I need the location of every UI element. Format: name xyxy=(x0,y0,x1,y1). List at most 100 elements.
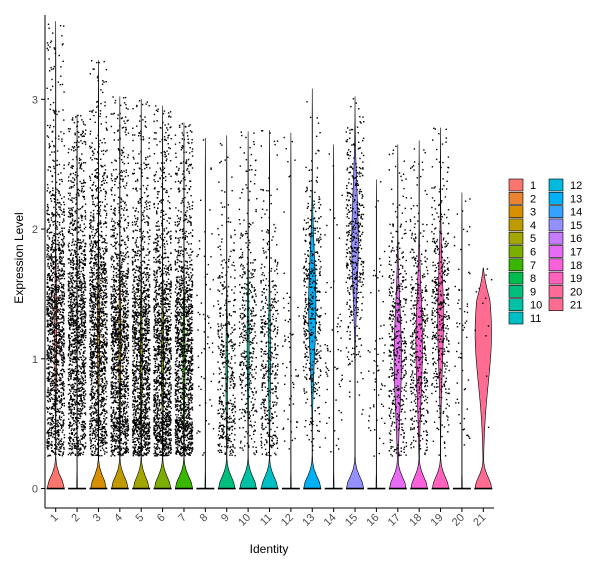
points-2 xyxy=(67,114,87,490)
y-tick-label: 3 xyxy=(32,94,38,106)
x-tick-label: 7 xyxy=(176,512,189,525)
points-21 xyxy=(474,268,493,490)
violin-1 xyxy=(46,21,65,489)
points-8 xyxy=(196,139,215,490)
violin-8 xyxy=(204,137,207,489)
violin-7 xyxy=(174,122,193,489)
legend-key-12 xyxy=(548,178,564,192)
x-tick-label: 19 xyxy=(429,512,446,529)
legend-label-9: 9 xyxy=(530,286,536,298)
x-tick-label: 2 xyxy=(69,512,82,525)
legend-key-8 xyxy=(508,271,524,285)
points-13 xyxy=(302,101,322,490)
legend-label-19: 19 xyxy=(570,273,582,285)
points-1 xyxy=(46,23,66,490)
points-10 xyxy=(238,131,258,490)
x-tick-label: 13 xyxy=(300,512,317,529)
legend-label-17: 17 xyxy=(570,247,582,259)
legend-key-15 xyxy=(548,218,564,232)
x-tick-label: 21 xyxy=(471,512,488,529)
points-17 xyxy=(388,145,408,490)
legend-key-11 xyxy=(508,311,524,325)
legend-label-21: 21 xyxy=(570,300,582,312)
violin-16 xyxy=(375,179,378,489)
violin-12 xyxy=(290,132,292,489)
x-tick-label: 6 xyxy=(155,512,168,525)
x-tick-label: 14 xyxy=(322,512,339,529)
x-tick-label: 12 xyxy=(279,512,296,529)
legend-key-5 xyxy=(508,231,524,245)
legend-key-3 xyxy=(508,205,524,218)
legend-label-20: 20 xyxy=(570,286,582,298)
legend-key-1 xyxy=(508,178,524,192)
x-tick-label: 11 xyxy=(258,512,275,529)
x-tick-label: 3 xyxy=(91,512,104,525)
legend-label-3: 3 xyxy=(530,207,536,219)
legend-key-13 xyxy=(548,192,564,205)
points-12 xyxy=(281,136,300,490)
legend-label-6: 6 xyxy=(530,247,536,259)
violin-9 xyxy=(218,135,236,489)
x-tick-label: 10 xyxy=(236,512,253,529)
x-tick-label: 4 xyxy=(112,512,125,525)
violin-13 xyxy=(303,88,322,489)
x-tick-label: 8 xyxy=(198,512,211,525)
points-14 xyxy=(324,153,343,490)
legend-label-11: 11 xyxy=(530,313,541,325)
points-15 xyxy=(345,98,365,490)
violin-20 xyxy=(461,192,463,489)
legend-label-12: 12 xyxy=(570,180,582,192)
violin-15 xyxy=(346,96,365,489)
y-axis-title: Expression Level xyxy=(12,212,26,303)
violin-21 xyxy=(474,267,492,489)
legend-label-7: 7 xyxy=(530,260,536,272)
y-axis: 0 1 2 3 xyxy=(32,15,46,508)
legend-label-4: 4 xyxy=(530,220,536,232)
legend-label-15: 15 xyxy=(570,220,582,232)
legend-key-4 xyxy=(508,218,524,232)
x-tick-label: 1 xyxy=(48,512,61,525)
points-11 xyxy=(260,130,279,490)
legend-label-10: 10 xyxy=(530,300,542,312)
legend-key-16 xyxy=(548,231,564,245)
x-tick-label: 16 xyxy=(364,512,381,529)
points-18 xyxy=(409,148,429,490)
points-6 xyxy=(153,105,173,490)
y-tick-label: 0 xyxy=(32,484,38,496)
points-3 xyxy=(89,60,108,490)
points-4 xyxy=(110,96,130,490)
legend-label-18: 18 xyxy=(570,260,582,272)
legend-key-14 xyxy=(548,205,564,218)
points-20 xyxy=(452,198,471,490)
legend-label-14: 14 xyxy=(570,207,582,219)
legend-key-19 xyxy=(548,271,564,285)
legend-label-16: 16 xyxy=(570,233,582,245)
violin-18 xyxy=(410,140,428,489)
points-19 xyxy=(431,127,450,490)
x-tick-label: 17 xyxy=(386,512,403,529)
points-7 xyxy=(174,123,194,490)
points-9 xyxy=(217,142,237,490)
legend-key-7 xyxy=(508,258,524,272)
legend-key-10 xyxy=(508,298,524,312)
legend-key-18 xyxy=(548,258,564,272)
points-16 xyxy=(367,181,386,490)
x-tick-label: 5 xyxy=(134,512,147,525)
legend-label-13: 13 xyxy=(570,193,582,205)
x-tick-label: 15 xyxy=(343,512,360,529)
points-5 xyxy=(131,100,151,490)
legend-key-2 xyxy=(508,192,524,205)
x-tick-label: 20 xyxy=(450,512,467,529)
x-axis-title: Identity xyxy=(250,542,289,556)
x-tick-label: 18 xyxy=(407,512,424,529)
violin-14 xyxy=(332,144,335,489)
legend-key-21 xyxy=(548,298,564,312)
x-tick-label: 9 xyxy=(219,512,232,525)
plot-area xyxy=(46,21,493,490)
legend-key-6 xyxy=(508,245,524,258)
x-axis: 1 2 3 4 5 6 7 8 9 10 11 12 13 14 15 16 17 18 19 20 21 xyxy=(45,507,494,529)
legend-key-20 xyxy=(548,285,564,298)
legend-label-5: 5 xyxy=(530,233,536,245)
